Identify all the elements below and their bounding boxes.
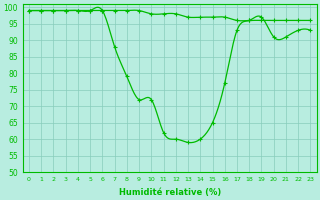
X-axis label: Humidité relative (%): Humidité relative (%) <box>118 188 221 197</box>
